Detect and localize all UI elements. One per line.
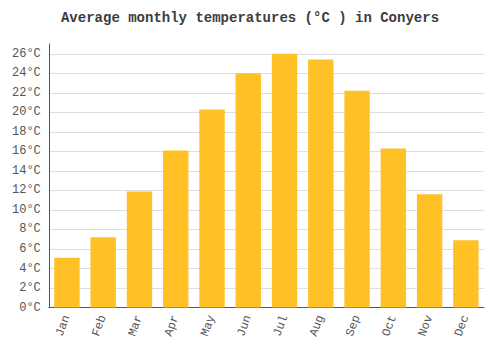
svg-text:10°C: 10°C — [12, 203, 41, 217]
svg-text:8°C: 8°C — [19, 222, 41, 236]
svg-text:20°C: 20°C — [12, 105, 41, 119]
svg-text:Oct: Oct — [379, 313, 400, 338]
svg-text:Apr: Apr — [162, 313, 183, 338]
svg-text:Jul: Jul — [271, 313, 292, 338]
svg-text:Average monthly temperatures (: Average monthly temperatures (°C ) in Co… — [61, 10, 439, 26]
svg-text:16°C: 16°C — [12, 144, 41, 158]
svg-text:14°C: 14°C — [12, 164, 41, 178]
svg-text:22°C: 22°C — [12, 86, 41, 100]
svg-text:Sep: Sep — [343, 313, 364, 338]
svg-text:6°C: 6°C — [19, 242, 41, 256]
svg-text:Nov: Nov — [416, 313, 437, 338]
svg-text:May: May — [198, 313, 219, 338]
svg-text:Feb: Feb — [89, 313, 110, 338]
svg-text:Dec: Dec — [452, 313, 473, 338]
svg-text:Mar: Mar — [126, 313, 147, 338]
svg-text:24°C: 24°C — [12, 66, 41, 80]
svg-text:4°C: 4°C — [19, 262, 41, 276]
svg-text:26°C: 26°C — [12, 47, 41, 61]
svg-text:Jun: Jun — [234, 313, 255, 338]
svg-text:Aug: Aug — [307, 313, 328, 338]
svg-text:Jan: Jan — [53, 313, 74, 338]
svg-text:0°C: 0°C — [19, 301, 41, 315]
svg-text:18°C: 18°C — [12, 125, 41, 139]
svg-text:12°C: 12°C — [12, 183, 41, 197]
svg-text:2°C: 2°C — [19, 281, 41, 295]
